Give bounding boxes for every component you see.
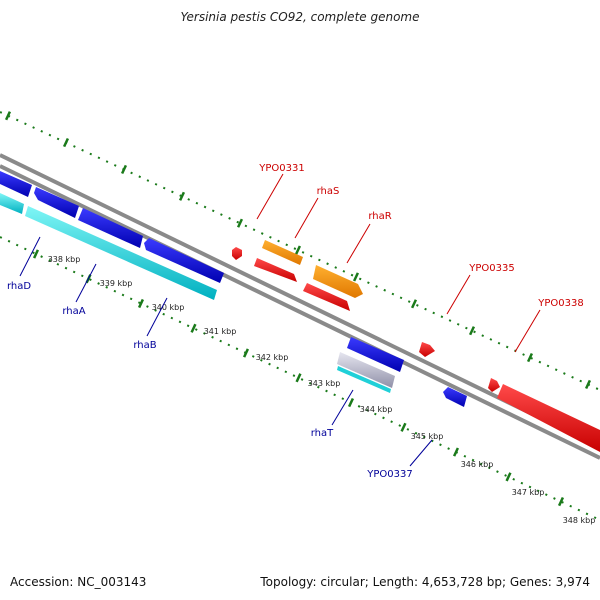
scale-label: 338 kbp [48, 255, 81, 264]
leader-rhad [19, 236, 41, 277]
scale-label: 343 kbp [308, 379, 341, 388]
scale-label: 347 kbp [512, 488, 545, 497]
ruler-tick [584, 379, 592, 390]
gene-rhab[interactable] [144, 238, 224, 283]
gene-rhat[interactable] [347, 337, 404, 372]
ruler-tick [120, 164, 128, 175]
topology-summary: Topology: circular; Length: 4,653,728 bp… [260, 575, 590, 589]
ruler-tick [505, 472, 512, 482]
leader-rhar [346, 223, 371, 264]
ruler-tick [468, 326, 476, 336]
label-rhad: rhaD [7, 281, 31, 292]
ruler-tick [62, 137, 70, 148]
scale-labels: 338 kbp 339 kbp 340 kbp 341 kbp 342 kbp 343 k… [48, 255, 596, 525]
label-ypo0335: YPO0335 [468, 263, 514, 274]
ruler-tick [294, 245, 302, 255]
gene-ypo0338[interactable] [497, 384, 600, 452]
gene-ypo0335[interactable] [419, 342, 435, 357]
ruler-tick [410, 299, 418, 309]
gene-cyan-partial[interactable] [0, 193, 24, 214]
gene-ypo0331[interactable] [232, 247, 242, 260]
gene-rhad[interactable] [34, 187, 79, 218]
ruler-tick [242, 348, 250, 358]
leader-rhab [146, 297, 168, 337]
label-rhar: rhaR [368, 211, 391, 222]
scale-label: 345 kbp [411, 432, 444, 441]
leader-rhat [331, 389, 354, 426]
gene-ypo0338-small[interactable] [488, 378, 500, 392]
scale-label: 339 kbp [100, 279, 133, 288]
gene-rhas-lower[interactable] [254, 258, 297, 282]
label-ypo0337: YPO0337 [366, 469, 412, 480]
leader-ypo0331 [256, 173, 284, 220]
gene-rhas[interactable] [262, 240, 303, 265]
gene-rhab-cyan[interactable] [25, 206, 217, 300]
ruler-tick [32, 249, 40, 259]
label-ypo0331: YPO0331 [258, 163, 304, 174]
gene-rhar-lower[interactable] [303, 283, 350, 311]
accession-label: Accession: NC_003143 [10, 575, 147, 589]
ruler-tick [400, 422, 407, 432]
ruler-tick [347, 397, 355, 408]
gene-rhat-grey[interactable] [337, 352, 395, 388]
ruler-tick [557, 496, 565, 507]
ruler-tick [137, 298, 145, 309]
label-rhaa: rhaA [62, 306, 85, 317]
ruler-ticks [4, 111, 592, 507]
gene-rhar[interactable] [313, 265, 363, 298]
leader-ypo0335 [446, 274, 471, 315]
gene-rhaa[interactable] [78, 208, 143, 248]
scale-label: 344 kbp [360, 405, 393, 414]
scale-label: 341 kbp [204, 327, 237, 336]
ruler-tick [295, 373, 302, 383]
scale-label: 340 kbp [152, 303, 185, 312]
backbone-inner-line [0, 164, 600, 460]
inner-dotted-ruler [0, 236, 600, 521]
gene-ypo0337[interactable] [443, 387, 467, 407]
leader-ypo0338 [514, 309, 541, 353]
label-ypo0338: YPO0338 [537, 298, 583, 309]
gene-rhat-cyan[interactable] [337, 366, 391, 393]
gene-rhad-partial[interactable] [0, 171, 32, 197]
ruler-tick [526, 352, 534, 363]
ruler-tick [4, 111, 12, 121]
ruler-tick [452, 447, 460, 457]
label-rhat: rhaT [311, 428, 334, 439]
leader-rhas [294, 197, 319, 239]
label-rhas: rhaS [317, 186, 340, 197]
ruler-tick [352, 272, 360, 282]
leader-rhaa [75, 263, 97, 303]
scale-label: 342 kbp [256, 353, 289, 362]
leader-ypo0337 [409, 439, 433, 467]
ruler-tick [190, 323, 197, 333]
scale-label: 348 kbp [563, 516, 596, 525]
scale-label: 346 kbp [461, 460, 494, 469]
map-title: Yersinia pestis CO92, complete genome [180, 10, 420, 24]
outer-dotted-ruler [0, 111, 600, 391]
ruler-tick [236, 218, 244, 228]
ruler-tick [178, 191, 186, 201]
label-rhab: rhaB [133, 340, 156, 351]
